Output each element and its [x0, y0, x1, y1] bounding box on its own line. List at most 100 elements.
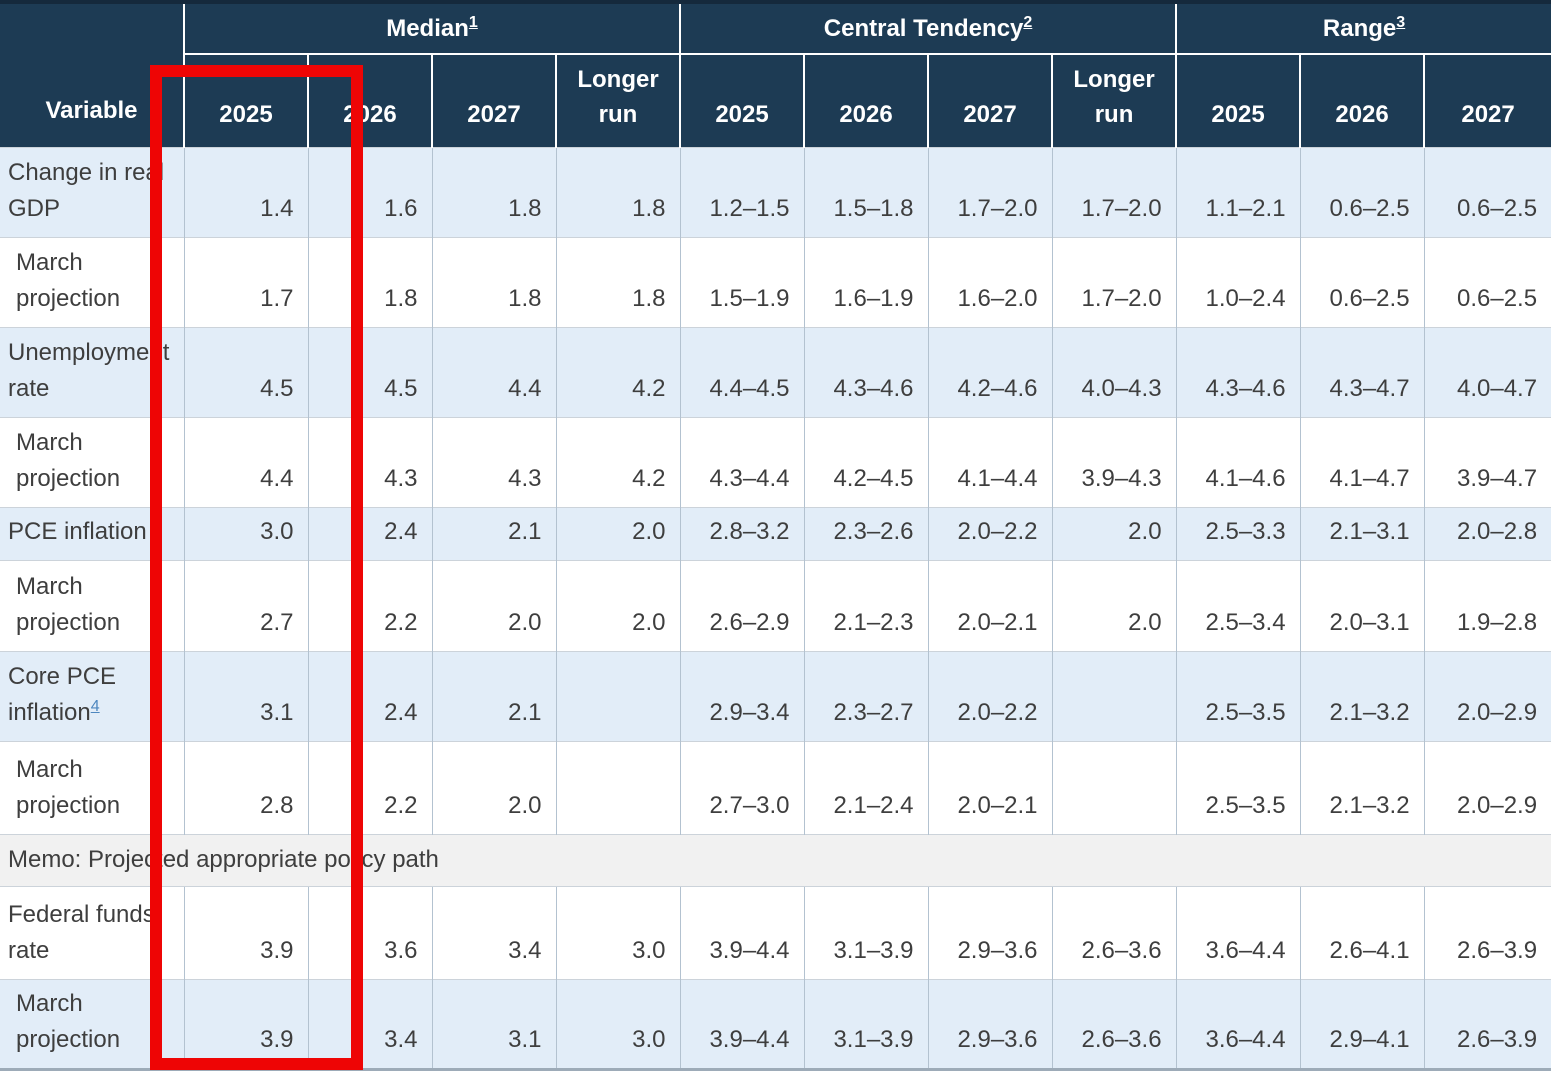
- median-2026-value: 4.3: [307, 416, 432, 507]
- median-2026-value: 3.6: [307, 885, 432, 979]
- central-tendency-2026-value: 4.2–4.5: [803, 416, 929, 507]
- range-2025-value: 4.3–4.6: [1175, 326, 1301, 417]
- range-2025-value: 4.1–4.6: [1175, 416, 1301, 507]
- median-2026-value: 2.2: [307, 740, 432, 834]
- range-2027-value: 2.0–2.9: [1423, 740, 1551, 834]
- median-longer-run-value: 4.2: [555, 416, 681, 507]
- central-tendency-2027-value: 4.1–4.4: [927, 416, 1053, 507]
- median-2027-value: 2.0: [431, 559, 556, 651]
- row-label-text: PCE inflation: [8, 517, 147, 545]
- central-tendency-2026-value: 4.3–4.6: [803, 326, 929, 417]
- row-label-text: Unemployment rate: [8, 338, 170, 402]
- row-label-text: March projection: [16, 755, 121, 819]
- median-2027-value: 3.1: [431, 978, 556, 1069]
- range-group-header: Range3: [1175, 2, 1551, 55]
- central-tendency-2025-header: 2025: [679, 54, 805, 147]
- median-longer-run-value: 1.8: [555, 146, 681, 237]
- central-tendency-2026-value: 2.1–2.3: [803, 559, 929, 651]
- central-tendency-2025-value: 2.9–3.4: [679, 650, 805, 741]
- row-label: March projection: [0, 978, 184, 1069]
- central-tendency-2025-value: 2.7–3.0: [679, 740, 805, 834]
- range-2025-value: 2.5–3.5: [1175, 650, 1301, 741]
- row-label-text: March projection: [16, 428, 121, 492]
- median-longer-run-value: 1.8: [555, 236, 681, 327]
- central-tendency-longer-run-value: 4.0–4.3: [1051, 326, 1177, 417]
- central-tendency-longer-run-value: 2.0: [1051, 506, 1177, 560]
- range-2026-value: 2.9–4.1: [1299, 978, 1425, 1069]
- central-tendency-longer-run-header: Longer run: [1051, 54, 1177, 147]
- median-2025-value: 3.0: [183, 506, 308, 560]
- row-label-text: March projection: [16, 248, 121, 312]
- central-tendency-2026-value: 2.3–2.7: [803, 650, 929, 741]
- median-2025-value: 2.8: [183, 740, 308, 834]
- median-longer-run-value: 3.0: [555, 978, 681, 1069]
- row-label: Core PCE inflation4: [0, 650, 184, 741]
- median-longer-run-header: Longer run: [554, 54, 681, 147]
- median-2027-value: 2.1: [431, 650, 556, 741]
- range-2027-value: 2.0–2.9: [1423, 650, 1551, 741]
- table-row: Core PCE inflation4 3.1 2.4 2.1 2.9–3.4 2.3–2…: [0, 650, 1551, 741]
- table-row: Change in real GDP 1.4 1.6 1.8 1.8 1.2–1.5 1.5…: [0, 146, 1551, 237]
- central-tendency-2027-value: 2.9–3.6: [927, 978, 1053, 1069]
- central-tendency-2026-value: 2.3–2.6: [803, 506, 929, 560]
- central-tendency-2027-value: 2.0–2.1: [927, 740, 1053, 834]
- memo-label: Memo: Projected appropriate policy path: [0, 833, 1551, 886]
- range-2025-value: 3.6–4.4: [1175, 885, 1301, 979]
- central-tendency-2026-value: 1.5–1.8: [803, 146, 929, 237]
- central-tendency-2025-value: 2.6–2.9: [679, 559, 805, 651]
- table-body: Change in real GDP 1.4 1.6 1.8 1.8 1.2–1.5 1.5…: [0, 146, 1551, 1069]
- central-tendency-2027-value: 2.9–3.6: [927, 885, 1053, 979]
- table-row: March projection 2.8 2.2 2.0 2.7–3.0 2.1–2.4 2…: [0, 740, 1551, 834]
- median-2027-value: 1.8: [431, 146, 556, 237]
- median-2026-value: 2.2: [307, 559, 432, 651]
- range-2027-value: 0.6–2.5: [1423, 236, 1551, 327]
- footnote-link-3[interactable]: 3: [1396, 13, 1406, 31]
- central-tendency-2025-value: 4.3–4.4: [679, 416, 805, 507]
- table-header: Variable Median1 Central Tendency2 Range…: [0, 2, 1551, 147]
- header-group-row: Variable Median1 Central Tendency2 Range…: [0, 2, 1551, 147]
- range-2027-value: 2.0–2.8: [1423, 506, 1551, 560]
- footnote-link-1[interactable]: 1: [468, 13, 478, 31]
- range-2025-value: 3.6–4.4: [1175, 978, 1301, 1069]
- central-tendency-2027-value: 2.0–2.2: [927, 506, 1053, 560]
- footnote-link-4[interactable]: 4: [90, 697, 100, 715]
- central-tendency-longer-run-value: [1051, 650, 1177, 741]
- median-group-header: Median1: [182, 2, 681, 55]
- range-2026-value: 4.3–4.7: [1299, 326, 1425, 417]
- central-tendency-2025-value: 3.9–4.4: [679, 885, 805, 979]
- median-2027-value: 2.0: [431, 740, 556, 834]
- median-2027-header: 2027: [431, 54, 556, 147]
- row-label: March projection: [0, 740, 184, 834]
- median-2026-header: 2026: [307, 54, 432, 147]
- row-label: March projection: [0, 236, 184, 327]
- range-2027-value: 2.6–3.9: [1423, 978, 1551, 1069]
- table-row: PCE inflation 3.0 2.4 2.1 2.0 2.8–3.2 2.3–2.6 2…: [0, 506, 1551, 560]
- row-label-text: Change in real GDP: [8, 158, 165, 222]
- central-tendency-2025-value: 3.9–4.4: [679, 978, 805, 1069]
- footnote-link-2[interactable]: 2: [1023, 13, 1033, 31]
- central-tendency-2027-value: 2.0–2.2: [927, 650, 1053, 741]
- median-2025-value: 3.1: [183, 650, 308, 741]
- central-tendency-longer-run-value: 2.6–3.6: [1051, 978, 1177, 1069]
- range-2027-value: 3.9–4.7: [1423, 416, 1551, 507]
- median-2026-value: 3.4: [307, 978, 432, 1069]
- central-tendency-2027-value: 1.6–2.0: [927, 236, 1053, 327]
- central-tendency-longer-run-value: 3.9–4.3: [1051, 416, 1177, 507]
- memo-row: Memo: Projected appropriate policy path: [0, 833, 1551, 886]
- range-2025-value: 2.5–3.5: [1175, 740, 1301, 834]
- central-tendency-2027-value: 1.7–2.0: [927, 146, 1053, 237]
- median-longer-run-value: 2.0: [555, 506, 681, 560]
- table-row: March projection 1.7 1.8 1.8 1.8 1.5–1.9 1.6–1…: [0, 236, 1551, 327]
- row-label-text: Federal funds rate: [8, 900, 155, 964]
- median-longer-run-value: 4.2: [555, 326, 681, 417]
- central-tendency-2025-value: 4.4–4.5: [679, 326, 805, 417]
- row-label: PCE inflation: [0, 506, 184, 560]
- range-2025-value: 1.0–2.4: [1175, 236, 1301, 327]
- table-row: March projection 4.4 4.3 4.3 4.2 4.3–4.4 4.2–4…: [0, 416, 1551, 507]
- median-2025-value: 4.4: [183, 416, 308, 507]
- median-longer-run-value: 3.0: [555, 885, 681, 979]
- row-label: March projection: [0, 416, 184, 507]
- row-label-text: March projection: [16, 989, 121, 1053]
- median-2025-header: 2025: [183, 54, 308, 147]
